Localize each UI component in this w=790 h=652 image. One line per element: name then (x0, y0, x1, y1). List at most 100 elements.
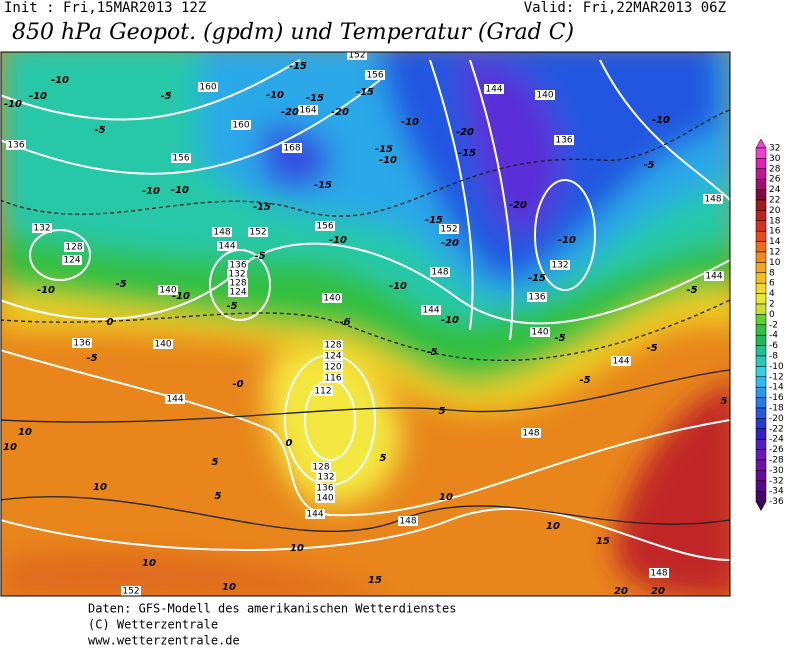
height-label: 152 (440, 225, 457, 235)
height-label-box (365, 70, 385, 80)
height-label-box (535, 90, 555, 100)
height-label-box (315, 493, 335, 503)
height-label-box (231, 120, 251, 130)
temperature-label: 5 (380, 453, 387, 464)
temperature-label: -10 (171, 185, 189, 196)
band-blue-2 (260, 126, 330, 189)
height-label: 132 (317, 473, 334, 483)
height-label-box (165, 394, 185, 404)
height-label-box (554, 135, 574, 145)
temperature-label: 5 (215, 491, 222, 502)
colorbar-cell (755, 293, 767, 305)
temperature-label: -20 (281, 107, 299, 118)
temperature-label: -10 (172, 291, 190, 302)
height-label: 148 (522, 429, 539, 439)
height-label-box (227, 269, 247, 279)
colorbar-label: -30 (769, 466, 784, 476)
temperature-label: 10 (222, 582, 236, 593)
temperature-label: 10 (3, 442, 17, 453)
height-label: 136 (555, 136, 572, 146)
colorbar-label: -10 (769, 362, 784, 372)
temperature-label: 5 (439, 406, 446, 417)
height-label: 128 (229, 279, 246, 289)
colorbar-cell (755, 459, 767, 471)
temperature-label: 10 (290, 543, 304, 554)
colorbar-label: 2 (769, 300, 775, 310)
footer-line: (C) Wetterzentrale (88, 618, 218, 632)
colorbar-label: 24 (769, 185, 781, 195)
colorbar-label: 12 (769, 248, 780, 258)
height-label: 144 (166, 395, 183, 405)
temperature-label: -20 (441, 238, 459, 249)
temperature-labels: -10-10-10-5-5-10 -10-10-10-5-5-50-5-0-10-… (3, 61, 727, 597)
footer-line: www.wetterzentrale.de (88, 634, 240, 648)
colorbar-label: -36 (769, 497, 784, 507)
height-label: 152 (348, 51, 365, 61)
temperature-label: 5 (212, 457, 219, 468)
colorbar-cell (755, 470, 767, 482)
temperature-label: -5 (646, 343, 657, 354)
height-label: 140 (531, 328, 548, 338)
colorbar-cell (755, 324, 767, 336)
colorbar-cell (755, 480, 767, 492)
temperature-label: -5 (160, 91, 171, 102)
temperature-label: -15 (289, 61, 307, 72)
height-label: 120 (324, 363, 341, 373)
init-time: Init : Fri,15MAR2013 12Z (4, 0, 206, 16)
colorbar-cell (755, 230, 767, 242)
height-label-box (228, 260, 248, 270)
height-label: 156 (366, 71, 383, 81)
temperature-label: -15 (458, 148, 476, 159)
height-label: 136 (73, 339, 90, 349)
height-label-box (530, 327, 550, 337)
height-label: 144 (306, 510, 323, 520)
temperature-label: 20 (614, 586, 628, 597)
height-label: 148 (650, 569, 667, 579)
colorbar-cell (755, 449, 767, 461)
isotherm (1, 369, 730, 423)
colorbar-label: -12 (769, 372, 784, 382)
temperature-label: 15 (368, 575, 382, 586)
isotherm (1, 299, 730, 362)
colorbar-label: -14 (769, 383, 784, 393)
colorbar-label: -18 (769, 404, 784, 414)
temperature-label: -6 (339, 317, 350, 328)
height-label: 152 (249, 228, 266, 238)
temperature-label: -5 (226, 301, 237, 312)
temperature-field (1, 52, 730, 596)
height-label: 116 (324, 374, 341, 384)
temperature-label: -20 (509, 200, 527, 211)
height-label-box (228, 287, 248, 297)
map-frame (0, 51, 731, 597)
height-label-box (315, 483, 335, 493)
temperature-label: -5 (426, 347, 437, 358)
contour (1, 242, 730, 325)
colorbar-cell (755, 418, 767, 430)
temperature-label: -20 (456, 127, 474, 138)
height-label-box (649, 568, 669, 578)
height-label: 168 (283, 144, 300, 154)
colorbar-label: 8 (769, 268, 775, 278)
height-label-box (322, 293, 342, 303)
height-label-box (398, 516, 418, 526)
height-label: 140 (536, 91, 553, 101)
temperature-label: 10 (93, 482, 107, 493)
height-label-box (311, 462, 331, 472)
temperature-label: -5 (115, 279, 126, 290)
map-title: 850 hPa Geopot. (gpdm) und Temperatur (G… (12, 20, 574, 45)
contour (209, 249, 271, 321)
colorbar-cell (755, 303, 767, 315)
height-label-box (430, 267, 450, 277)
colorbar-cell (755, 428, 767, 440)
colorbar-label: -4 (769, 331, 778, 341)
valid-time: Valid: Fri,22MAR2013 06Z (524, 0, 726, 16)
height-label: 160 (232, 121, 249, 131)
height-label-box (315, 221, 335, 231)
colorbar-label: -26 (769, 445, 784, 455)
height-label-box (323, 340, 343, 350)
height-label-box (611, 356, 631, 366)
colorbar-cell (755, 345, 767, 357)
height-label: 132 (551, 261, 568, 271)
height-label: 132 (33, 224, 50, 234)
